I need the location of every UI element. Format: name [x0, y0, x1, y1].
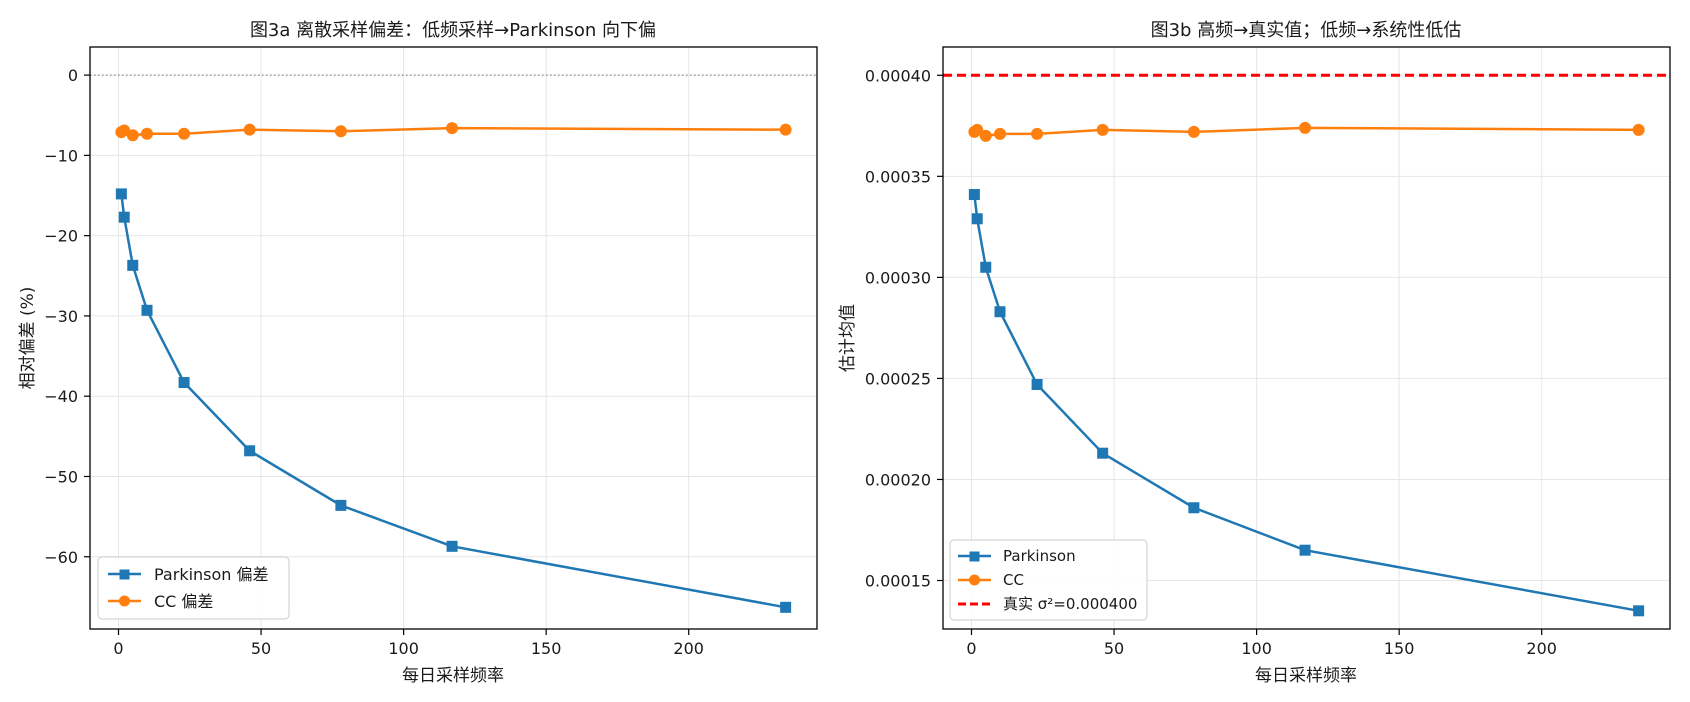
x-tick-label: 100: [388, 639, 419, 658]
legend-marker-cc-b: [969, 574, 980, 586]
data-point-parkinson: [335, 499, 347, 511]
legend-marker-cc: [119, 595, 130, 607]
x-tick-label: 200: [1526, 639, 1557, 658]
data-point-cc: [126, 129, 139, 142]
legend-marker-parkinson-b: [969, 551, 980, 562]
data-point-cc: [1187, 125, 1200, 138]
data-point-parkinson: [968, 189, 980, 201]
data-point-parkinson: [1188, 502, 1200, 514]
y-tick-label: −20: [44, 227, 78, 246]
data-point-cc: [1031, 127, 1044, 140]
legend-a: Parkinson 偏差 CC 偏差: [97, 556, 290, 620]
data-point-cc: [979, 129, 992, 142]
legend-b: Parkinson CC 真实 σ²=0.000400: [949, 539, 1148, 621]
data-point-parkinson: [994, 306, 1006, 318]
chart-title-a: 图3a 离散采样偏差：低频采样→Parkinson 向下偏: [250, 20, 656, 41]
ticks-b: 0 50 100 150 200 0.00015 0.00020 0.00025 0.00030…: [865, 66, 1557, 658]
y-tick-label: 0.00035: [865, 167, 931, 186]
data-point-parkinson: [178, 377, 190, 389]
data-point-parkinson: [141, 304, 153, 316]
data-point-parkinson: [1633, 605, 1645, 617]
x-tick-label: 150: [1384, 639, 1415, 658]
plot-frame-b: [942, 46, 1671, 630]
x-axis-label-a: 每日采样频率: [402, 666, 504, 686]
data-point-cc: [446, 122, 459, 135]
x-tick-label: 100: [1241, 639, 1272, 658]
legend-label-parkinson-bias: Parkinson 偏差: [154, 565, 269, 584]
data-point-parkinson: [971, 213, 983, 225]
legend-box-b: [949, 539, 1148, 621]
y-tick-label: −50: [44, 467, 78, 486]
data-point-cc: [243, 123, 256, 136]
data-point-cc: [779, 123, 792, 136]
x-tick-label: 150: [531, 639, 562, 658]
y-tick-label: −40: [44, 387, 78, 406]
series-group-a: [115, 122, 792, 613]
data-point-cc: [178, 127, 191, 140]
x-tick-label: 50: [251, 639, 271, 658]
data-point-cc: [994, 127, 1007, 140]
x-tick-label: 200: [673, 639, 704, 658]
legend-marker-parkinson: [119, 569, 130, 580]
legend-label-parkinson: Parkinson: [1003, 547, 1076, 565]
data-point-cc: [141, 127, 154, 140]
legend-label-cc-bias: CC 偏差: [154, 592, 213, 611]
data-point-parkinson: [1299, 544, 1311, 556]
data-point-parkinson: [118, 211, 130, 223]
data-point-parkinson: [980, 261, 992, 273]
data-point-cc: [334, 125, 347, 138]
y-axis-label-b: 估计均值: [838, 304, 858, 372]
y-tick-label: 0.00015: [865, 572, 931, 591]
x-axis-label-b: 每日采样频率: [1255, 666, 1357, 686]
data-point-cc: [971, 123, 984, 136]
x-tick-label: 0: [966, 639, 976, 658]
y-axis-label-a: 相对偏差 (%): [18, 287, 38, 390]
data-point-cc: [1096, 123, 1109, 136]
legend-label-cc: CC: [1003, 571, 1024, 589]
y-tick-label: −30: [44, 307, 78, 326]
y-tick-label: 0.00025: [865, 369, 931, 388]
data-point-parkinson: [127, 259, 139, 271]
ticks-a: 0 50 100 150 200 0 −10 −20 −30 −40 −50 −60: [44, 66, 704, 658]
y-tick-label: −10: [44, 146, 78, 165]
legend-label-true-value: 真实 σ²=0.000400: [1003, 595, 1137, 613]
chart-title-b: 图3b 高频→真实值；低频→系统性低估: [1151, 20, 1462, 41]
data-point-cc: [1632, 123, 1645, 136]
chart-panel-a: 图3a 离散采样偏差：低频采样→Parkinson 向下偏 0 50 100 150 2…: [18, 20, 818, 686]
data-point-parkinson: [244, 445, 256, 457]
data-point-cc: [1299, 121, 1312, 134]
y-tick-label: 0.00020: [865, 470, 931, 489]
y-tick-label: −60: [44, 548, 78, 567]
x-tick-label: 50: [1104, 639, 1124, 658]
data-point-parkinson: [115, 188, 127, 200]
chart-panel-b: 图3b 高频→真实值；低频→系统性低估 0 50 100 150 2000.000150…: [838, 20, 1671, 686]
series-group-b: [968, 121, 1645, 617]
x-tick-label: 0: [113, 639, 123, 658]
data-point-parkinson: [1031, 378, 1043, 390]
data-point-parkinson: [780, 601, 792, 613]
plot-frame-a: [89, 46, 818, 630]
data-point-parkinson: [1097, 447, 1109, 459]
y-tick-label: 0: [68, 66, 78, 85]
y-tick-label: 0.00030: [865, 268, 931, 287]
data-point-parkinson: [446, 540, 458, 552]
y-tick-label: 0.00040: [865, 66, 931, 85]
legend-box-a: [97, 556, 290, 620]
